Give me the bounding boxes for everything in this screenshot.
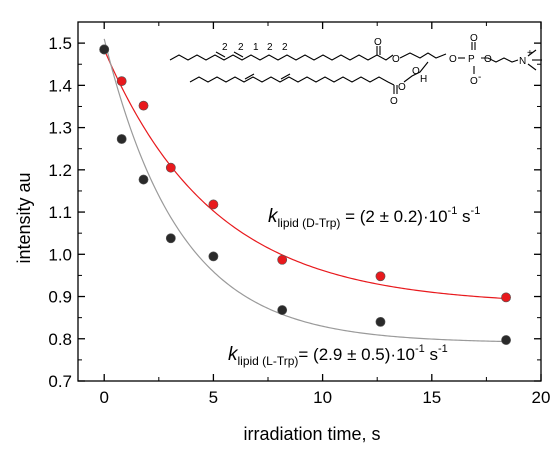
data-point-series-1	[116, 76, 127, 87]
data-point-series-2	[375, 316, 386, 327]
structure-choline	[481, 57, 519, 63]
annotation-l-trp-unit: s	[425, 345, 438, 364]
structure-label: O	[412, 66, 420, 77]
structure-label: O	[392, 54, 400, 65]
structure-label: -	[478, 72, 481, 83]
x-tick-label: 5	[209, 388, 218, 407]
y-tick-label: 1.5	[48, 34, 72, 53]
data-point-series-2	[501, 335, 511, 345]
x-tick-label: 15	[422, 388, 441, 407]
data-point-series-2	[208, 251, 219, 262]
fit-curve-series-1	[103, 49, 507, 300]
axis-ticks	[78, 22, 542, 382]
structure-double-bond	[244, 73, 255, 80]
tick-labels: 0 5 10 15 20 0.7 0.8 0.9 1.0 1.1 1.2 1.3 1.4 1.5	[48, 34, 550, 407]
annotation-l-trp-subscript: lipid (L-Trp)	[238, 354, 299, 368]
data-point-series-1	[501, 292, 511, 303]
structure-glycerol	[399, 52, 447, 59]
annotation-l-trp-k: k	[228, 344, 239, 365]
structure-top-chain	[169, 54, 394, 61]
x-tick-label: 0	[99, 388, 108, 407]
x-axis-label: irradiation time, s	[243, 424, 380, 444]
structure-label: O	[449, 54, 457, 65]
annotation-d-trp: klipid (D-Trp) = (2 ± 0.2)·10-1 s-1	[268, 205, 480, 230]
y-tick-label: 1.1	[48, 203, 72, 222]
annotation-d-trp-value: = (2 ± 0.2)·10	[340, 207, 447, 226]
y-tick-label: 1.0	[48, 245, 72, 264]
y-tick-label: 0.8	[48, 330, 72, 349]
structure-label: P	[468, 54, 475, 65]
lipid-structure-drawing	[169, 42, 542, 94]
lipid-structure-labels: 2 2 1 2 2 O O H O O P O O N + O - O O	[222, 33, 533, 107]
structure-label: 2	[267, 42, 273, 53]
annotation-d-trp-subscript: lipid (D-Trp)	[278, 216, 341, 230]
data-points	[99, 44, 511, 345]
data-point-series-1	[375, 271, 386, 282]
structure-label: O	[390, 96, 398, 107]
annotation-l-trp: klipid (L-Trp)= (2.9 ± 0.5)·10-1 s-1	[228, 343, 448, 368]
annotation-d-trp-k: k	[268, 206, 279, 227]
structure-label: O	[374, 37, 382, 48]
annotation-l-trp-exponent: -1	[415, 343, 425, 355]
annotation-l-trp-unit-exponent: -1	[438, 343, 448, 355]
data-point-series-2	[99, 44, 110, 55]
structure-bottom-chain	[189, 76, 395, 86]
structure-double-bond	[233, 51, 244, 58]
structure-label: 2	[222, 42, 228, 53]
data-point-series-2	[165, 233, 176, 244]
y-tick-label: 0.9	[48, 288, 72, 307]
data-point-series-2	[277, 305, 288, 315]
structure-label: N	[519, 56, 526, 67]
x-tick-label: 10	[313, 388, 332, 407]
y-tick-label: 1.4	[48, 76, 72, 95]
structure-methyl	[527, 49, 537, 57]
structure-label: O	[470, 33, 478, 44]
fit-curves	[103, 38, 507, 343]
annotation-d-trp-exponent: -1	[448, 205, 458, 217]
fit-curve-series-2	[103, 38, 507, 343]
y-tick-label: 1.3	[48, 119, 72, 138]
data-point-series-1	[208, 199, 219, 210]
structure-label: O	[470, 76, 478, 87]
annotation-l-trp-value: = (2.9 ± 0.5)·10	[298, 345, 415, 364]
axes-frame	[77, 21, 542, 382]
data-point-series-2	[116, 134, 127, 144]
data-point-series-1	[165, 162, 176, 173]
y-axis-label: intensity au	[14, 172, 34, 263]
structure-methyl	[527, 63, 537, 71]
data-point-series-1	[277, 254, 288, 265]
y-tick-label: 0.7	[48, 372, 72, 391]
annotation-d-trp-unit: s	[457, 207, 470, 226]
structure-label: +	[527, 48, 533, 59]
structure-label: H	[420, 74, 427, 85]
structure-double-bond	[215, 51, 226, 58]
y-tick-label: 1.2	[48, 161, 72, 180]
annotation-d-trp-unit-exponent: -1	[471, 205, 481, 217]
data-point-series-1	[138, 100, 149, 111]
x-tick-label: 20	[532, 388, 550, 407]
structure-label: 2	[238, 42, 244, 53]
data-point-series-2	[138, 174, 149, 185]
structure-label: O	[398, 82, 406, 93]
structure-double-bond	[280, 73, 291, 80]
structure-bond	[403, 61, 429, 83]
axes-box	[77, 21, 542, 382]
structure-label: O	[484, 54, 492, 65]
structure-label: 2	[282, 42, 288, 53]
structure-label: 1	[253, 42, 259, 53]
